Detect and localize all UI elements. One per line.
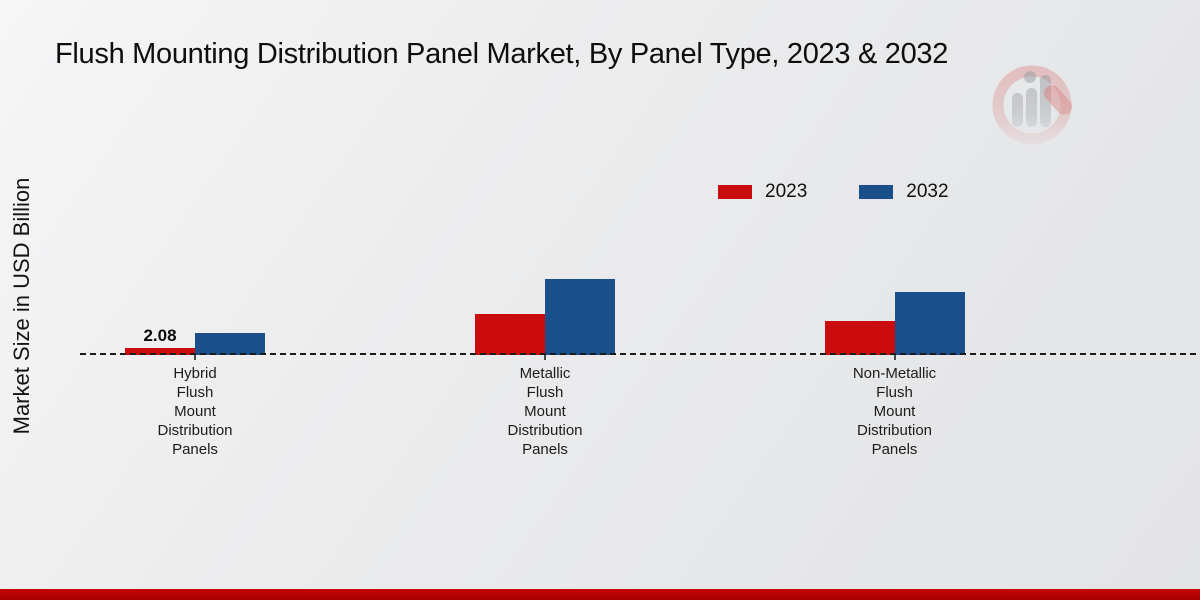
x-axis-baseline: [80, 353, 1196, 355]
category-label: Non-Metallic Flush Mount Distribution Panels: [852, 365, 937, 458]
bar-2023-category-2: [824, 321, 895, 355]
legend-label-2032: 2032: [906, 181, 949, 202]
footer-accent-bar: [0, 589, 1200, 600]
legend: 2023 2032: [718, 181, 949, 203]
bar-2032-category-0: [195, 333, 265, 355]
bar-2023-category-0: [125, 348, 195, 355]
legend-item-2032: 2032: [859, 181, 949, 203]
x-axis-tick: [194, 355, 196, 360]
legend-swatch-2023: [718, 185, 752, 199]
x-axis-tick: [893, 355, 896, 360]
category-label: Metallic Flush Mount Distribution Panels: [507, 365, 583, 458]
chart-title: Flush Mounting Distribution Panel Market…: [55, 38, 949, 70]
bar-2032-category-1: [545, 278, 615, 355]
x-axis-tick: [544, 355, 546, 360]
legend-item-2023: 2023: [718, 181, 807, 203]
legend-label-2023: 2023: [765, 181, 808, 202]
bar-value-label: 2.08: [143, 326, 177, 345]
bar-2032-category-2: [894, 292, 965, 355]
legend-swatch-2032: [859, 185, 894, 199]
category-label: Hybrid Flush Mount Distribution Panels: [157, 365, 233, 458]
market-research-future-logo-icon: [990, 55, 1090, 165]
bar-2023-category-1: [475, 313, 545, 355]
